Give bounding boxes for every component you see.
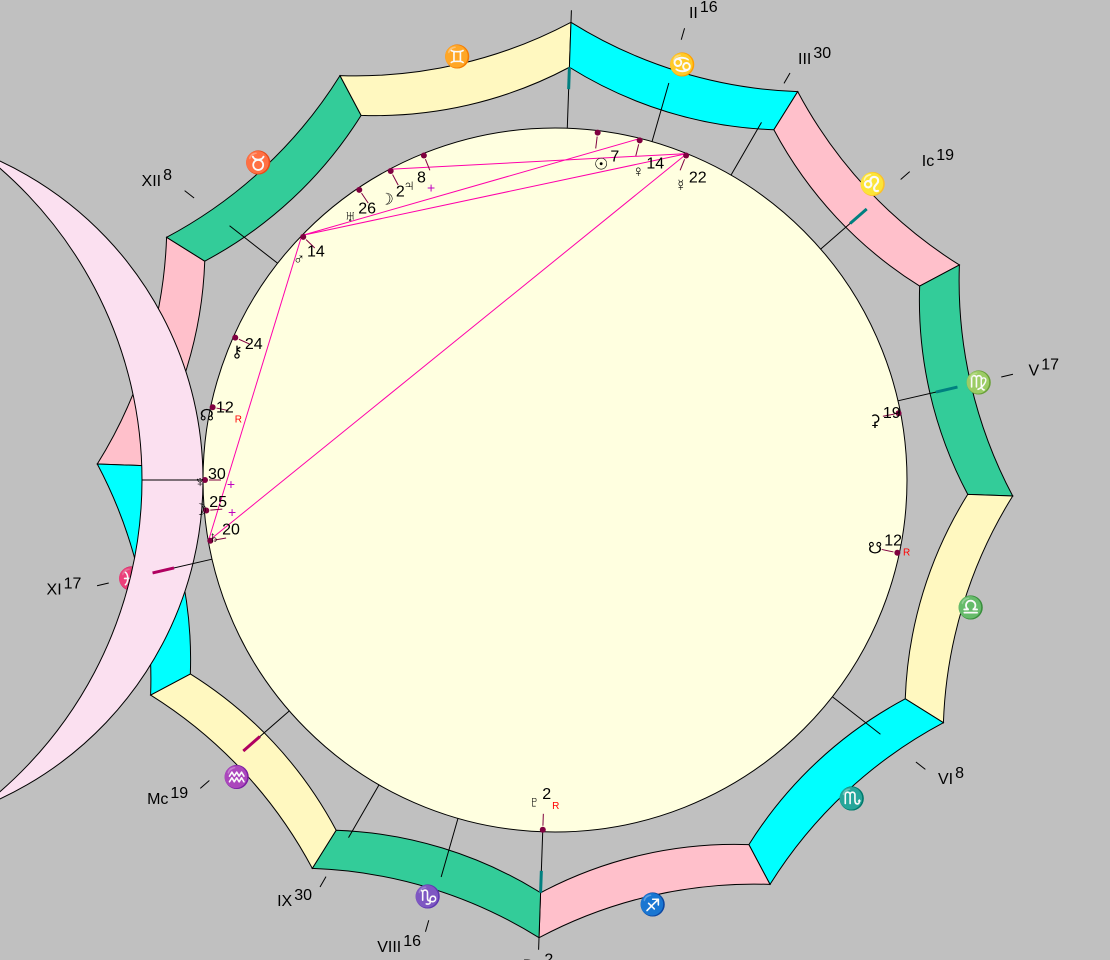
house-tick-III <box>784 73 790 83</box>
house-label-Mc: Mc19 <box>147 785 188 808</box>
house-label-VI: VI8 <box>938 765 964 788</box>
house-tick-V <box>1001 374 1013 377</box>
house-cusp-IX <box>349 785 380 838</box>
house-label-V: V17 <box>1029 357 1060 380</box>
house-label-As: As2 <box>557 0 587 3</box>
house-tick-XII <box>185 191 194 198</box>
house-label-IX: IX30 <box>277 887 312 910</box>
planet-dot-chiron <box>232 335 238 341</box>
house-tick-VI <box>916 762 925 769</box>
planet-dot-snode <box>894 550 900 556</box>
house-tick-Ic <box>901 172 910 180</box>
house-label-Ic: Ic19 <box>922 147 954 170</box>
house-label-III: III30 <box>798 45 831 68</box>
house-label-II: II16 <box>689 0 718 22</box>
house-tick-II <box>681 28 684 40</box>
house-tick-XI <box>97 583 109 586</box>
planet-dot-jupiter <box>421 152 427 158</box>
axis-tick-1 <box>541 871 542 893</box>
house-label-XII: XII8 <box>142 167 173 190</box>
house-tick-VIII <box>425 920 428 932</box>
planet-dot-sun <box>595 130 601 136</box>
sign-glyph-aquarius: ♒ <box>223 765 250 790</box>
sign-glyph-taurus: ♉ <box>245 150 272 175</box>
axis-tick-0 <box>569 67 570 89</box>
planet-dot-mercury <box>683 152 689 158</box>
planet-dot-pluto <box>540 827 546 833</box>
house-label-XI: XI17 <box>47 575 82 598</box>
sign-glyph-gemini: ♊ <box>443 44 470 69</box>
house-tick-Mc <box>200 780 209 788</box>
house-cusp-III <box>731 122 762 175</box>
sign-glyph-libra: ♎ <box>957 595 984 620</box>
planet-dot-uranus <box>356 187 362 193</box>
house-label-VIII: VIII16 <box>377 933 421 956</box>
natal-chart: ♈♉♊♋♌♍♎♏♐♑♒♓II16III30Ic19V17VI8Ds2VIII16… <box>0 0 1110 960</box>
sign-glyph-sagittarius: ♐ <box>639 892 666 917</box>
planet-dot-moonalt <box>388 168 394 174</box>
house-tick-IX <box>320 877 326 887</box>
planet-dot-venus <box>637 137 643 143</box>
planet-dot-mars <box>300 234 306 240</box>
house-label-Ds: Ds2 <box>523 952 554 960</box>
sign-glyph-capricorn: ♑ <box>414 884 441 909</box>
sign-glyph-leo: ♌ <box>859 171 886 196</box>
sign-glyph-cancer: ♋ <box>668 52 695 77</box>
sign-glyph-scorpio: ♏ <box>838 786 865 811</box>
sign-glyph-virgo: ♍ <box>965 370 992 395</box>
house-ring <box>0 67 203 893</box>
